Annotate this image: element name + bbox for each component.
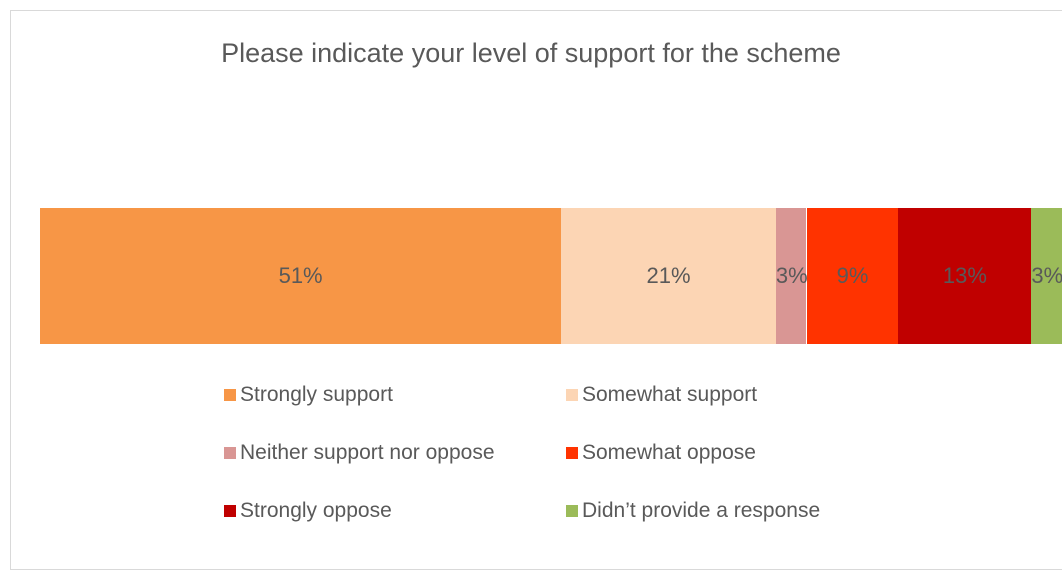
data-label: 9% (836, 263, 869, 288)
legend-label: Neither support nor oppose (240, 441, 495, 464)
legend-label: Strongly oppose (240, 499, 392, 522)
legend-swatch (224, 447, 236, 459)
bar-segment (775, 208, 807, 344)
bar-segment (1031, 208, 1062, 344)
bar-segment (898, 208, 1032, 344)
legend-label: Somewhat oppose (582, 441, 756, 464)
legend-swatch (224, 505, 236, 517)
data-label: 51% (278, 263, 323, 288)
data-label: 3% (1031, 263, 1062, 288)
bar-segment (561, 208, 776, 344)
bar-segment (40, 208, 562, 344)
legend-swatch (566, 389, 578, 401)
legend-swatch (566, 505, 578, 517)
legend-swatch (224, 389, 236, 401)
data-label: 3% (775, 263, 808, 288)
bar-segment (806, 208, 899, 344)
legend-label: Didn’t provide a response (582, 499, 821, 522)
legend-swatch (566, 447, 578, 459)
data-label: 21% (646, 263, 691, 288)
chart-title: Please indicate your level of support fo… (221, 38, 841, 68)
data-label: 13% (942, 263, 987, 288)
stacked-bar: 51% 21% 3% 9% 13% 3% (40, 208, 1062, 344)
legend-label: Somewhat support (582, 383, 758, 406)
legend-label: Strongly support (240, 383, 393, 406)
